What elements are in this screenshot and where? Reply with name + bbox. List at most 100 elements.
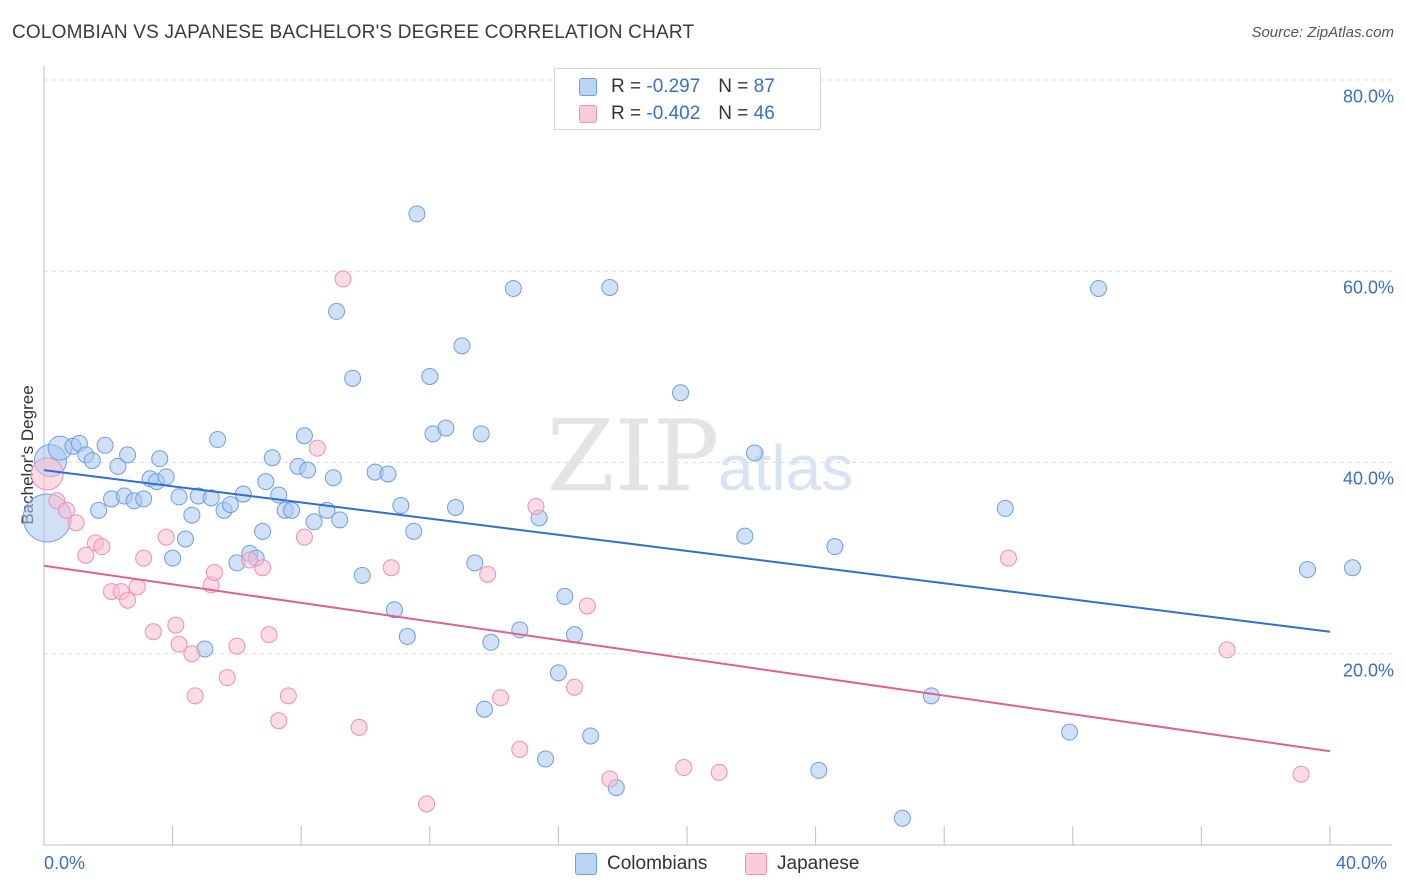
- colombian-point: [475, 700, 493, 718]
- japanese-point: [167, 616, 185, 634]
- colombian-point: [672, 384, 690, 402]
- colombian-point: [1344, 559, 1362, 577]
- japanese-point: [1292, 765, 1310, 783]
- colombian-point: [996, 499, 1014, 517]
- trend-lines: [43, 469, 1331, 753]
- colombian-point: [295, 427, 313, 445]
- colombian-point: [810, 761, 828, 779]
- colombian-point: [324, 469, 342, 487]
- colombian-point: [565, 626, 583, 644]
- y-tick-label-60: 60.0%: [1342, 277, 1394, 298]
- colombian-point: [183, 506, 201, 524]
- japanese-swatch: [579, 105, 597, 123]
- colombian-point: [254, 522, 272, 540]
- colombian-point: [151, 450, 169, 468]
- japanese-point: [218, 669, 236, 687]
- colombian-point: [344, 369, 362, 387]
- japanese-point: [254, 559, 272, 577]
- bottom-legend-japanese[interactable]: Japanese: [745, 853, 859, 875]
- colombian-point: [90, 501, 108, 519]
- watermark-atlas: atlas: [718, 432, 853, 504]
- japanese-point: [77, 546, 95, 564]
- colombian-point: [305, 513, 323, 531]
- legend-row-colombians: R = -0.297 N = 87: [579, 75, 775, 99]
- colombian-point: [96, 436, 114, 454]
- japanese-point: [710, 763, 728, 781]
- colombian-point: [556, 587, 574, 605]
- watermark-zip: ZIP: [547, 400, 720, 514]
- colombian-point: [736, 527, 754, 545]
- japanese-point: [119, 591, 137, 609]
- japanese-point: [67, 514, 85, 532]
- japanese-point: [144, 623, 162, 641]
- colombian-point: [328, 302, 346, 320]
- japanese-point: [565, 678, 583, 696]
- colombian-point: [331, 511, 349, 529]
- colombian-point: [157, 468, 175, 486]
- stats-legend: R = -0.297 N = 87 R = -0.402 N = 46: [554, 68, 821, 130]
- colombian-point: [83, 452, 101, 470]
- japanese-point: [170, 635, 188, 653]
- colombian-point: [379, 465, 397, 483]
- colombian-point: [549, 664, 567, 682]
- colombian-point: [504, 279, 522, 297]
- colombian-point: [263, 449, 281, 467]
- colombian-point: [164, 549, 182, 567]
- japanese-point: [183, 645, 201, 663]
- colombian-point: [385, 601, 403, 619]
- colombians-points: [22, 205, 1362, 827]
- colombian-point: [472, 425, 490, 443]
- bottom-legend-colombians[interactable]: Colombians: [575, 853, 707, 875]
- japanese-point: [205, 563, 223, 581]
- y-tick-label-40: 40.0%: [1342, 468, 1394, 489]
- colombian-point: [398, 628, 416, 646]
- colombians-legend-label: Colombians: [607, 853, 708, 874]
- japanese-trend-line: [43, 564, 1331, 753]
- colombian-point: [1090, 279, 1108, 297]
- x-tick-label-min: 0.0%: [44, 853, 86, 873]
- legend-row-japanese: R = -0.402 N = 46: [579, 102, 775, 126]
- japanese-point: [382, 559, 400, 577]
- japanese-point: [578, 597, 596, 615]
- colombians-swatch: [579, 78, 597, 96]
- japanese-point: [479, 565, 497, 583]
- colombian-point: [209, 431, 227, 449]
- colombian-point: [922, 687, 940, 705]
- japanese-point: [1000, 549, 1017, 567]
- japanese-point: [601, 770, 619, 788]
- japanese-point: [241, 551, 259, 569]
- colombian-point: [447, 498, 465, 516]
- colombian-point: [893, 809, 911, 827]
- legend-n-label: N =: [718, 103, 749, 124]
- colombians-legend-swatch: [575, 853, 597, 875]
- source-label: Source: ZipAtlas.com: [1251, 24, 1394, 41]
- japanese-point: [93, 538, 111, 556]
- japanese-legend-label: Japanese: [777, 853, 860, 874]
- colombian-point: [466, 554, 484, 572]
- japanese-point: [492, 689, 510, 707]
- colombian-point: [405, 522, 423, 540]
- colombian-point: [109, 457, 127, 475]
- japanese-point: [279, 687, 297, 705]
- colombian-point: [119, 446, 137, 464]
- japanese-point: [270, 712, 288, 730]
- colombian-point: [601, 279, 619, 297]
- colombian-point: [202, 489, 220, 507]
- legend-n-label: N =: [718, 76, 749, 97]
- japanese-point: [308, 439, 326, 457]
- colombian-point: [283, 501, 301, 519]
- legend-n-value: 87: [753, 76, 775, 97]
- chart-title: COLOMBIAN VS JAPANESE BACHELOR'S DEGREE …: [12, 22, 695, 43]
- watermark: ZIP atlas: [547, 400, 854, 514]
- colombian-point: [299, 461, 317, 479]
- legend-r-label: R =: [611, 103, 642, 124]
- japanese-point: [418, 795, 436, 813]
- colombian-point: [221, 496, 239, 514]
- japanese-point: [157, 528, 175, 546]
- japanese-point: [1218, 641, 1236, 659]
- colombian-point: [826, 538, 844, 556]
- colombian-point: [482, 633, 500, 651]
- colombian-point: [408, 205, 426, 223]
- legend-r-value: -0.297: [646, 76, 701, 97]
- japanese-point: [260, 626, 278, 644]
